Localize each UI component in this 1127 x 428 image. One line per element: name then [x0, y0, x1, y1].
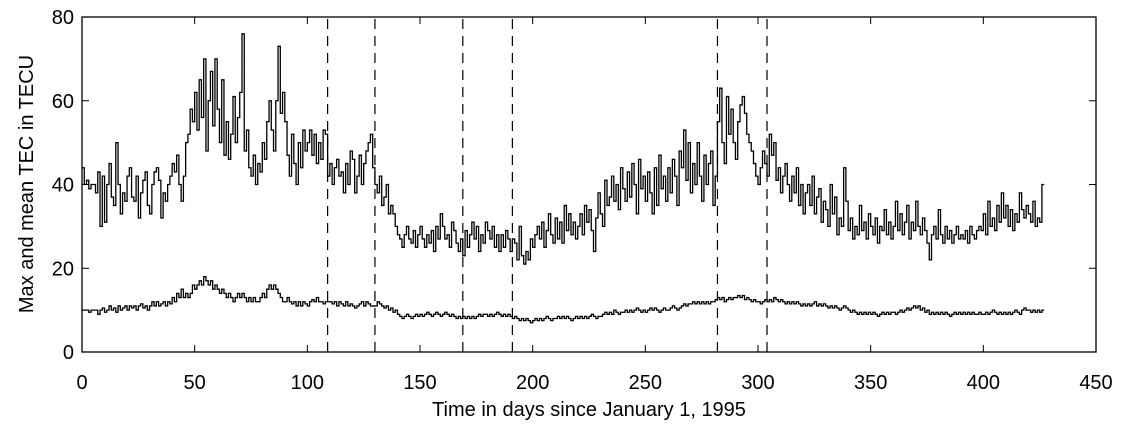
x-tick-label: 250	[629, 372, 662, 394]
x-axis-label: Time in days since January 1, 1995	[432, 399, 746, 421]
x-tick-label: 150	[403, 372, 436, 394]
x-tick-label: 200	[516, 372, 549, 394]
x-tick-label: 50	[184, 372, 206, 394]
plot-frame	[81, 16, 1097, 353]
y-tick-label: 60	[52, 91, 74, 113]
y-tick-label: 20	[52, 258, 74, 280]
y-tick-label: 0	[63, 342, 74, 364]
step-line	[82, 275, 1045, 324]
y-tick-label: 40	[52, 175, 74, 197]
x-tick-label: 300	[741, 372, 774, 394]
x-tick-label: 450	[1079, 372, 1112, 394]
step-line	[82, 33, 1045, 265]
x-tick-label: 0	[76, 372, 87, 394]
y-axis-label: Max and mean TEC in TECU	[16, 55, 38, 313]
y-tick-label: 80	[52, 7, 74, 29]
x-tick-label: 350	[854, 372, 887, 394]
x-tick-label: 400	[967, 372, 1000, 394]
x-tick-label: 100	[291, 372, 324, 394]
